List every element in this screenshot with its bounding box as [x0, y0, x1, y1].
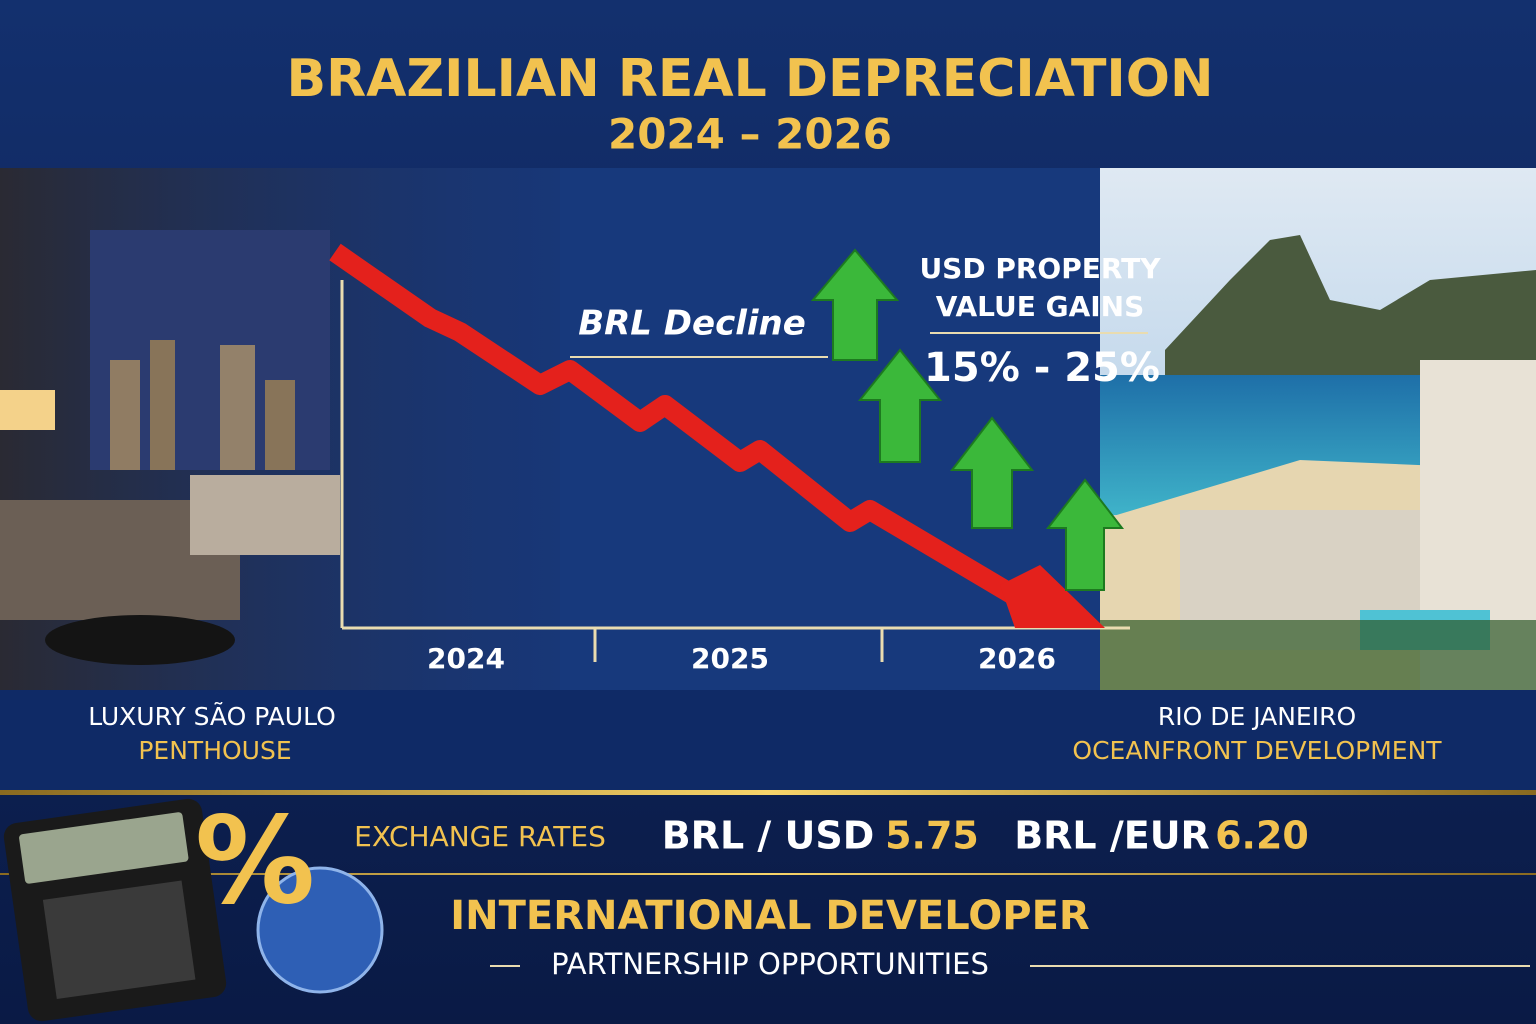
decline-arrow	[329, 243, 1105, 628]
footer-title: INTERNATIONAL DEVELOPER	[450, 893, 1089, 939]
gains-label: USD PROPERTY	[919, 252, 1161, 285]
gains-label: VALUE GAINS	[936, 290, 1145, 323]
x-label: 2024	[427, 642, 505, 675]
currency-pair: BRL /EUR	[1014, 814, 1210, 858]
decline-label: BRL Decline	[578, 304, 806, 344]
exchange-rate: 6.20	[1215, 814, 1309, 858]
exchange-label: EXCHANGE RATES	[354, 820, 606, 853]
currency-pair: BRL / USD	[662, 814, 875, 858]
right-photo	[1100, 168, 1536, 690]
x-label: 2025	[691, 642, 769, 675]
caption-band	[0, 690, 1536, 790]
exchange-rate: 5.75	[885, 814, 979, 858]
divider	[0, 873, 1536, 875]
calculator-icon: %	[3, 793, 384, 1022]
gains-range: 15% - 25%	[924, 345, 1160, 391]
gain-arrows	[810, 248, 1125, 591]
x-label: 2026	[978, 642, 1056, 675]
left-photo	[0, 168, 560, 690]
title: BRAZILIAN REAL DEPRECIATION	[287, 49, 1214, 109]
subtitle: 2024 – 2026	[608, 110, 892, 159]
percent-icon: %	[195, 793, 315, 932]
divider	[0, 790, 1536, 795]
caption: PENTHOUSE	[138, 736, 291, 765]
caption: OCEANFRONT DEVELOPMENT	[1072, 736, 1442, 765]
caption: RIO DE JANEIRO	[1158, 702, 1356, 731]
caption: LUXURY SÃO PAULO	[88, 701, 336, 731]
footer-subtitle: PARTNERSHIP OPPORTUNITIES	[551, 947, 989, 981]
chart-frame	[340, 280, 1130, 662]
